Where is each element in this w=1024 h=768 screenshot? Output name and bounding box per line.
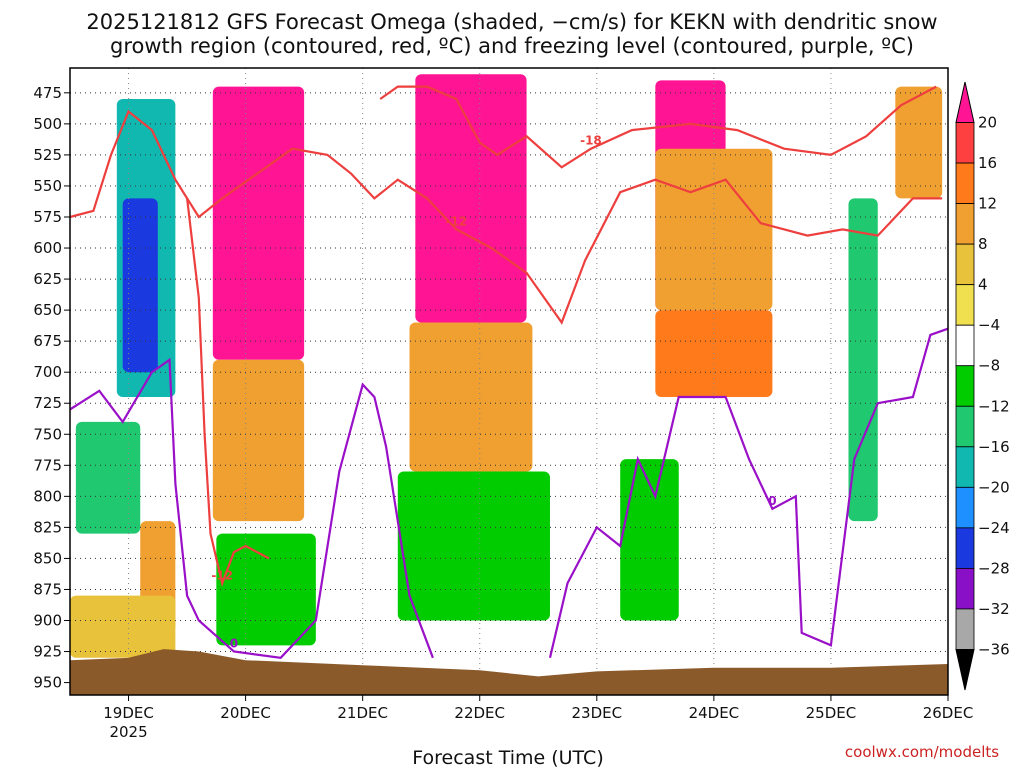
colorbar-label-7: −12 — [978, 397, 1010, 415]
x-tick-label-26DEC: 26DEC — [923, 704, 974, 722]
colorbar-swatch-8 — [955, 405, 975, 448]
omega-region-2 — [415, 74, 527, 323]
colorbar-label-2: 12 — [978, 195, 997, 213]
colorbar-swatch-13 — [955, 608, 975, 650]
y-tick-label-925: 925 — [33, 643, 62, 661]
omega-region-4 — [397, 471, 550, 621]
colorbar-arrow-top — [955, 81, 975, 124]
x-tick-label-24DEC: 24DEC — [689, 704, 740, 722]
y-tick-label-475: 475 — [33, 84, 62, 102]
y-tick-label-750: 750 — [33, 425, 62, 443]
x-tick-label-21DEC: 21DEC — [337, 704, 388, 722]
colorbar-label-5: −4 — [978, 316, 1000, 334]
contour-label-4: 0 — [768, 494, 776, 508]
omega-region-8 — [620, 459, 679, 621]
x-axis-label: Forecast Time (UTC) — [412, 747, 603, 768]
colorbar-label-3: 8 — [978, 235, 988, 253]
y-tick-label-575: 575 — [33, 208, 62, 226]
credit-text: coolwx.com/modelts — [845, 743, 999, 761]
colorbar-label-8: −16 — [978, 438, 1010, 456]
omega-region-10 — [122, 198, 158, 373]
y-tick-label-625: 625 — [33, 270, 62, 288]
colorbar-label-1: 16 — [978, 154, 997, 172]
colorbar-label-13: −36 — [978, 640, 1010, 658]
plot-frame — [69, 67, 949, 696]
y-tick-label-725: 725 — [33, 394, 62, 412]
pressure-axis: 475 500 525 550 575 600 625 650 675 700 725 750 775 8… — [33, 84, 70, 692]
contour-label-3: 0 — [230, 637, 238, 651]
contour-4 — [548, 327, 949, 659]
omega-region-13 — [70, 595, 176, 658]
y-tick-label-650: 650 — [33, 301, 62, 319]
y-tick-label-875: 875 — [33, 580, 62, 598]
omega-region-3 — [409, 322, 533, 472]
colorbar-swatch-11 — [955, 527, 975, 569]
x-tick-label-22DEC: 22DEC — [454, 704, 505, 722]
y-tick-label-800: 800 — [33, 487, 62, 505]
colorbar-swatch-2 — [955, 162, 975, 204]
contour-3 — [69, 357, 434, 659]
colorbar-swatch-3 — [955, 203, 975, 245]
y-tick-label-900: 900 — [33, 612, 62, 630]
omega-region-11 — [75, 421, 141, 534]
omega-region-1 — [212, 359, 305, 522]
omega-region-0 — [212, 86, 305, 360]
colorbar-swatch-5 — [955, 284, 975, 326]
colorbar-arrow-bottom — [955, 648, 975, 691]
colorbar-label-6: −8 — [978, 357, 1000, 375]
colorbar-label-0: 20 — [978, 114, 997, 132]
colorbar-label-11: −28 — [978, 559, 1010, 577]
y-tick-label-825: 825 — [33, 518, 62, 536]
colorbar-label-10: −24 — [978, 519, 1010, 537]
contour-2 — [186, 198, 270, 588]
y-tick-label-500: 500 — [33, 115, 62, 133]
colorbar-swatch-12 — [955, 568, 975, 610]
x-tick-label-25DEC: 25DEC — [806, 704, 857, 722]
chart-title-line-2: growth region (contoured, red, ºC) and f… — [110, 34, 914, 58]
terrain — [70, 649, 948, 695]
y-tick-label-675: 675 — [33, 332, 62, 350]
x-tick-label-19DEC: 19DEC — [103, 704, 154, 722]
colorbar-swatch-4 — [955, 243, 975, 286]
colorbar-swatch-1 — [955, 122, 975, 164]
y-tick-label-550: 550 — [33, 177, 62, 195]
colorbar-label-9: −20 — [978, 478, 1010, 496]
contour-label-2: -12 — [211, 568, 233, 582]
contour-label-1: -12 — [445, 214, 467, 228]
colorbar-label-12: −32 — [978, 600, 1010, 618]
contour-label-0: -18 — [580, 134, 602, 148]
plot-area: -18 -12 -12 0 0 — [69, 67, 949, 696]
y-tick-label-700: 700 — [33, 363, 62, 381]
x-tick-sublabel-19DEC: 2025 — [109, 723, 147, 741]
contour-0 — [379, 85, 937, 169]
omega-region-16 — [216, 533, 316, 646]
chart-title-line-1: 2025121812 GFS Forecast Omega (shaded, −… — [86, 10, 937, 34]
y-tick-label-950: 950 — [33, 674, 62, 692]
x-tick-label-23DEC: 23DEC — [572, 704, 623, 722]
y-tick-label-775: 775 — [33, 456, 62, 474]
y-tick-label-600: 600 — [33, 239, 62, 257]
y-tick-label-850: 850 — [33, 549, 62, 567]
colorbar-swatch-9 — [955, 446, 975, 488]
contour-1 — [69, 109, 943, 325]
x-tick-label-20DEC: 20DEC — [220, 704, 271, 722]
colorbar-swatch-6 — [955, 324, 975, 367]
colorbar-swatch-7 — [955, 365, 975, 407]
colorbar-label-4: 4 — [978, 276, 988, 294]
omega-region-15 — [895, 86, 943, 199]
y-tick-label-525: 525 — [33, 146, 62, 164]
colorbar-swatch-10 — [955, 486, 975, 529]
colorbar-legend: 20 16 12 8 4 −4 −8 −12 −16 −20 −24 −28 −32 −36 — [955, 81, 1010, 691]
omega-region-7 — [655, 148, 773, 311]
